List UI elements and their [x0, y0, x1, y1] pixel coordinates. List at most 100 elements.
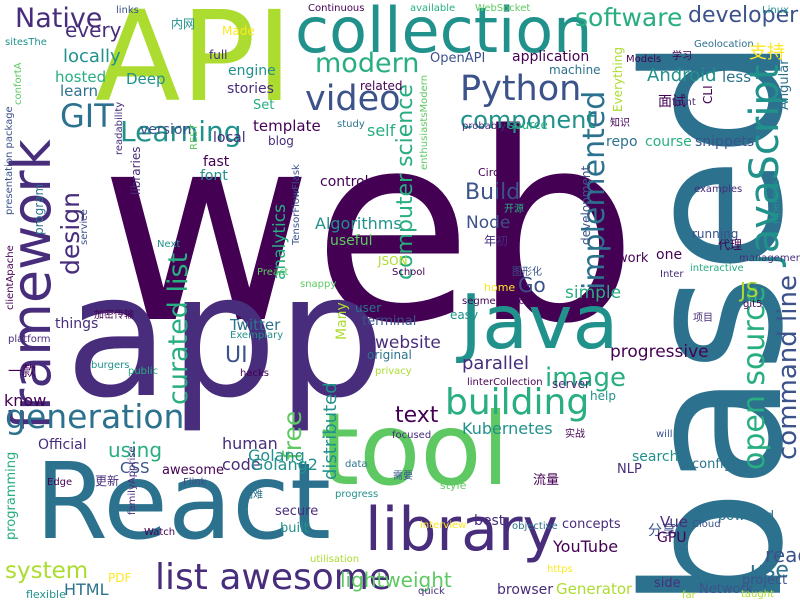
- word-gpu: GPU: [657, 530, 687, 546]
- word-snippets: snippets: [695, 134, 755, 150]
- word-web: web: [100, 79, 638, 381]
- word-golang2: Golang2: [251, 455, 318, 474]
- word-simple: simple: [565, 283, 622, 303]
- word-cjk-84: 一款: [8, 364, 36, 380]
- word-https: https: [547, 564, 573, 575]
- word-school: School: [392, 267, 426, 278]
- word-snappy: snappy: [300, 279, 337, 290]
- word-modern: modern: [315, 48, 420, 79]
- word-cjk-177: 学习: [672, 51, 692, 62]
- word-service: service: [79, 209, 90, 245]
- word-node: Node: [466, 213, 511, 233]
- word-cjk-194: 年初: [484, 234, 509, 248]
- word-models: Models: [626, 54, 662, 65]
- word-use: use: [750, 558, 789, 583]
- word-objective: objective: [512, 521, 558, 532]
- word-html: HTML: [64, 580, 109, 599]
- word-development: development: [579, 165, 593, 245]
- word-blog: blog: [268, 134, 294, 148]
- word-local: local: [213, 130, 246, 146]
- word-openapi: OpenAPI: [430, 51, 486, 66]
- word-next: Next: [157, 239, 181, 250]
- word-cjk-195: 图形化: [512, 267, 542, 278]
- word-font: font: [200, 168, 228, 184]
- word-awesome: awesome: [162, 463, 224, 478]
- word-native: Native: [15, 3, 103, 34]
- word-building: building: [445, 382, 590, 423]
- word-less: less: [722, 68, 752, 86]
- word-list-awesome: list awesome: [155, 557, 391, 598]
- word-readability: readability: [114, 101, 125, 155]
- word-engine: engine: [228, 63, 276, 79]
- word-full: full: [209, 48, 228, 62]
- word-kubernetes: Kubernetes: [462, 419, 553, 438]
- word-know: know: [4, 391, 47, 410]
- word-learn: learn: [60, 82, 98, 100]
- word-curated-list: curated list: [163, 252, 194, 405]
- word-developer: developer: [688, 3, 799, 28]
- word-work: work: [617, 251, 649, 266]
- word-self: self: [367, 121, 396, 140]
- word-project: project: [742, 573, 788, 588]
- word-cjk-141: 实战: [565, 429, 585, 440]
- word-interview: interview: [420, 520, 467, 531]
- word-quick: quick: [418, 586, 445, 597]
- word-concepts: concepts: [562, 517, 621, 532]
- word-style: style: [440, 479, 467, 492]
- word-python: Python: [460, 69, 582, 109]
- word-read: read: [765, 543, 800, 567]
- word-react: React: [35, 441, 332, 563]
- word-vue: Vue: [660, 513, 688, 531]
- word-nlp: NLP: [617, 462, 642, 477]
- word-search: search: [632, 449, 679, 465]
- word-home: home: [484, 281, 516, 294]
- word-powered: powered: [718, 509, 775, 524]
- word-cjk-178: 支持: [749, 42, 785, 63]
- word-code: code: [222, 455, 261, 474]
- word-cjk-174: 内网: [171, 17, 196, 31]
- word-examples: examples: [694, 184, 743, 195]
- word-rest: REST: [189, 124, 200, 150]
- word-browser: browser: [497, 582, 554, 598]
- word-image: image: [545, 363, 626, 393]
- word-go: Go: [518, 273, 546, 297]
- word-terminal: terminal: [362, 314, 417, 329]
- word-library: library: [365, 495, 559, 565]
- word-lightweight: lightweight: [340, 568, 452, 592]
- word-pdf: PDF: [108, 571, 132, 585]
- word-generator: Generator: [556, 580, 633, 598]
- word-js: JS: [740, 278, 759, 302]
- word-will: will: [656, 429, 673, 440]
- word-using: using: [108, 438, 163, 462]
- word-presentation-package: presentation package: [4, 106, 15, 215]
- word-cjk-86: 更新: [95, 474, 120, 488]
- word-server: server: [552, 377, 590, 391]
- word-ui: UI: [225, 343, 248, 368]
- word-computer-science: computer science: [393, 84, 418, 280]
- word-pipelines: Pipelines: [771, 179, 782, 224]
- word-text: text: [395, 403, 439, 428]
- word-hacks: hacks: [240, 368, 269, 379]
- word-cloud: Cloud: [692, 519, 721, 530]
- word-command-line: command line: [773, 275, 800, 460]
- word-application: application: [512, 49, 590, 65]
- word-json: JSON: [378, 254, 408, 268]
- word-cjk-188: 知识: [610, 118, 630, 129]
- word-git: GIT: [60, 97, 114, 135]
- word-component: component: [460, 106, 596, 134]
- word-available: available: [410, 3, 456, 14]
- word-public: public: [128, 366, 159, 377]
- word-course: course: [645, 134, 692, 150]
- word-cjk-91: 分享: [648, 523, 676, 539]
- word-probably: probably: [462, 121, 506, 132]
- word-cjk-153: 需要: [393, 471, 413, 482]
- word-tool: tool: [320, 391, 510, 508]
- word-distributed: distributed: [320, 382, 341, 480]
- word-locally: locally: [63, 46, 121, 67]
- word-taught: taught: [741, 589, 774, 600]
- word-privacy: privacy: [375, 366, 412, 377]
- word-cjk-164: 加密传输: [94, 310, 134, 321]
- word-version: version: [140, 122, 192, 138]
- word-git5: git5: [743, 299, 763, 310]
- word-deep: Deep: [126, 70, 166, 88]
